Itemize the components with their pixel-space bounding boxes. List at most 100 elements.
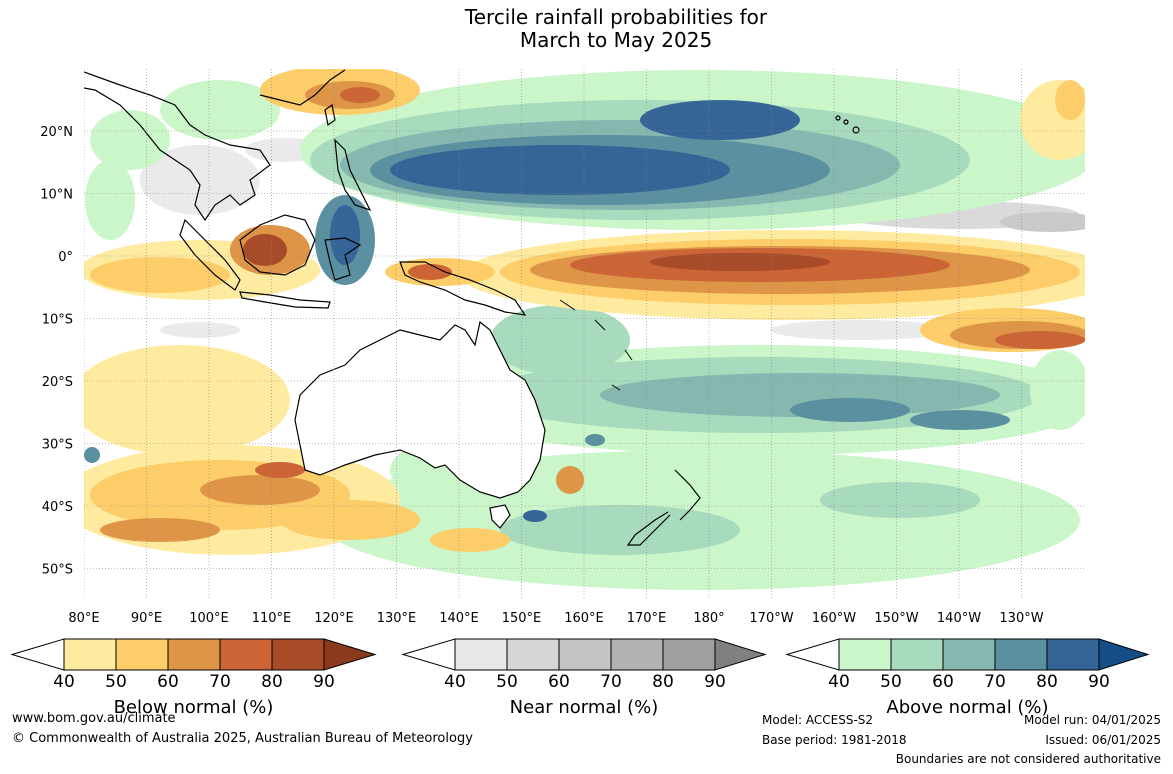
land-philippines	[334, 138, 372, 212]
lon-tick-label: 180°	[693, 611, 724, 626]
footer-model-run: Model run: 04/01/2025	[1023, 713, 1161, 727]
land-australia	[294, 320, 546, 499]
colorbar-legends: 40 50 60 70 80 90 Below normal (%) 40 50 60 70 80 90…	[10, 638, 1150, 718]
lon-tick-label: 100°E	[189, 611, 229, 626]
colorbar-segment	[115, 638, 169, 671]
chart-title-line-1: Tercile rainfall probabilities for	[464, 5, 768, 29]
colorbar-tick-label: 40	[828, 672, 850, 692]
colorbar-segment	[1046, 638, 1100, 671]
colorbar-tick-label: 70	[209, 672, 231, 692]
colorbar-over-triangle	[323, 638, 377, 671]
colorbar-tick-label: 70	[600, 672, 622, 692]
lat-tick-label: 20°S	[42, 375, 73, 390]
colorbar-tick-label: 80	[1036, 672, 1058, 692]
lon-tick-label: 150°W	[874, 611, 918, 626]
colorbar-tick-label: 90	[1088, 672, 1110, 692]
footer-copyright: © Commonwealth of Australia 2025, Austra…	[12, 731, 473, 746]
colorbar-segment	[506, 638, 560, 671]
footer-disclaimer: Boundaries are not considered authoritat…	[895, 752, 1161, 766]
colorbar-segment	[610, 638, 664, 671]
colorbar-tick-label: 40	[53, 672, 75, 692]
lon-tick-label: 140°E	[439, 611, 479, 626]
colorbar-tick-label: 60	[548, 672, 570, 692]
land-china-coast	[259, 69, 346, 106]
lon-tick-label: 170°E	[627, 611, 667, 626]
colorbar-under-triangle	[785, 638, 840, 671]
above-normal-field	[84, 70, 1085, 590]
colorbar-segment	[167, 638, 221, 671]
lat-tick-label: 0°	[58, 250, 73, 265]
colorbar-tick-label: 60	[932, 672, 954, 692]
below-normal-field	[84, 69, 1085, 555]
lon-tick-label: 120°E	[314, 611, 354, 626]
colorbar-0: 40 50 60 70 80 90 Below normal (%)	[10, 638, 377, 718]
lon-tick-label: 130°W	[999, 611, 1043, 626]
colorbar-segment	[838, 638, 892, 671]
lon-tick-label: 140°W	[937, 611, 981, 626]
colorbar-2: 40 50 60 70 80 90 Above normal (%)	[785, 638, 1150, 718]
land-tasmania	[489, 504, 511, 529]
lon-tick-label: 170°W	[749, 611, 793, 626]
lat-tick-label: 30°S	[42, 438, 73, 453]
colorbar-tick-label: 70	[984, 672, 1006, 692]
footer-base-period: Base period: 1981-2018	[762, 733, 907, 747]
footer-issued: Issued: 06/01/2025	[1045, 733, 1161, 747]
lat-tick-label: 20°N	[40, 125, 73, 140]
lon-tick-label: 160°E	[564, 611, 604, 626]
colorbar-tick-label: 40	[444, 672, 466, 692]
colorbar-tick-label: 80	[652, 672, 674, 692]
colorbar-segment	[219, 638, 273, 671]
colorbar-under-triangle	[401, 638, 456, 671]
colorbar-segment	[558, 638, 612, 671]
lon-tick-label: 90°E	[131, 611, 162, 626]
land-sulawesi	[324, 237, 362, 281]
map-area	[84, 69, 1085, 600]
lat-tick-label: 40°S	[42, 500, 73, 515]
land-se-asia	[84, 71, 271, 222]
colorbar-segment	[890, 638, 944, 671]
colorbar-segment	[271, 638, 325, 671]
lon-tick-label: 150°E	[502, 611, 542, 626]
land-java	[239, 291, 331, 309]
colorbar-over-triangle	[1098, 638, 1150, 671]
colorbar-tick-label: 90	[313, 672, 335, 692]
chart-title-line-2: March to May 2025	[519, 28, 713, 52]
latitude-labels: 20°N 10°N 0° 10°S 20°S 30°S 40°S 50°S	[40, 125, 73, 578]
lat-tick-label: 10°S	[42, 313, 73, 328]
lon-tick-label: 160°W	[812, 611, 856, 626]
colorbar-over-triangle	[714, 638, 767, 671]
colorbar-segment	[662, 638, 716, 671]
colorbar-tick-label: 50	[105, 672, 127, 692]
land-new-zealand	[626, 469, 701, 546]
colorbar-segment	[942, 638, 996, 671]
land-taiwan	[324, 103, 336, 127]
colorbar-tick-label: 50	[880, 672, 902, 692]
colorbar-segment	[994, 638, 1048, 671]
lat-tick-label: 10°N	[40, 188, 73, 203]
colorbar-title: Above normal (%)	[886, 697, 1048, 718]
land-sumatra	[179, 218, 241, 291]
colorbar-under-triangle	[10, 638, 65, 671]
colorbar-tick-label: 50	[496, 672, 518, 692]
lon-tick-label: 80°E	[68, 611, 99, 626]
colorbar-tick-label: 90	[704, 672, 726, 692]
land-new-guinea	[399, 261, 527, 316]
longitude-labels: 80°E 90°E 100°E 110°E 120°E 130°E 140°E 150°E 16…	[68, 611, 1043, 626]
lon-tick-label: 110°E	[252, 611, 292, 626]
colorbar-tick-label: 60	[157, 672, 179, 692]
land-borneo	[239, 214, 316, 276]
land-pacific-islands	[559, 299, 633, 391]
lon-tick-label: 130°E	[377, 611, 417, 626]
map-gridlines	[84, 69, 1085, 600]
footer-website[interactable]: www.bom.gov.au/climate	[12, 711, 176, 726]
footer-model: Model: ACCESS-S2	[762, 713, 874, 727]
colorbar-title: Near normal (%)	[510, 697, 659, 718]
colorbar-tick-label: 80	[261, 672, 283, 692]
colorbar-segment	[63, 638, 117, 671]
land-hawaii	[835, 115, 860, 134]
colorbar-title: Below normal (%)	[114, 697, 274, 718]
colorbar-1: 40 50 60 70 80 90 Near normal (%)	[401, 638, 767, 718]
lat-tick-label: 50°S	[42, 563, 73, 578]
colorbar-segment	[454, 638, 508, 671]
